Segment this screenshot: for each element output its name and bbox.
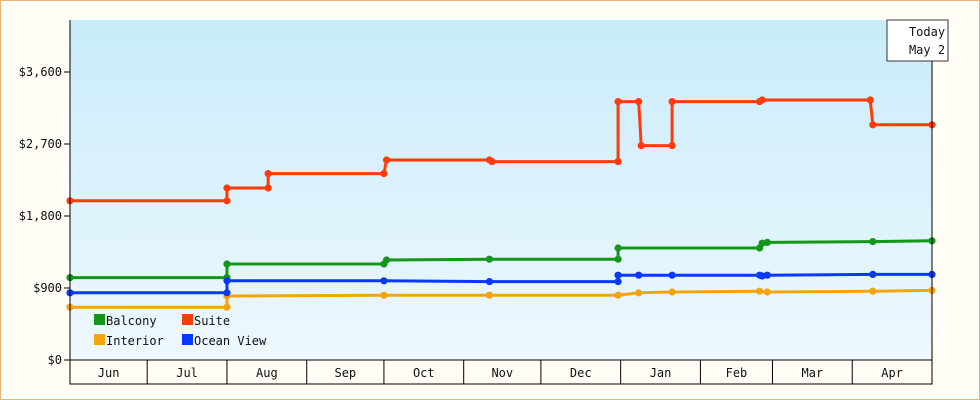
data-point-interior[interactable] <box>869 287 877 295</box>
month-label: Sep <box>334 366 356 380</box>
data-point-suite[interactable] <box>869 121 877 129</box>
legend-swatch-balcony <box>94 314 105 325</box>
data-point-ocean-view[interactable] <box>763 271 771 279</box>
data-point-ocean-view[interactable] <box>380 277 388 285</box>
legend-label-interior: Interior <box>106 334 164 348</box>
axis-layer: $0 $900 $1,800 $2,700 $3,600 Jun Jul Aug Sep Oct N… <box>19 20 933 385</box>
data-point-ocean-view[interactable] <box>485 278 494 286</box>
month-label: Nov <box>491 366 513 380</box>
data-point-ocean-view[interactable] <box>668 271 676 279</box>
data-point-interior[interactable] <box>668 288 676 296</box>
month-label: Jun <box>98 366 120 380</box>
series-layer <box>66 96 936 311</box>
y-tick-label: $1,800 <box>19 209 62 223</box>
data-point-suite[interactable] <box>488 158 496 166</box>
data-point-suite[interactable] <box>614 98 622 106</box>
data-point-interior[interactable] <box>485 291 494 299</box>
data-point-interior[interactable] <box>763 288 771 296</box>
data-point-ocean-view[interactable] <box>614 278 622 286</box>
data-point-balcony[interactable] <box>869 238 877 246</box>
data-point-interior[interactable] <box>614 291 622 299</box>
data-point-balcony[interactable] <box>763 238 771 246</box>
data-point-ocean-view[interactable] <box>635 271 643 279</box>
today-label: Today <box>909 25 945 39</box>
data-point-ocean-view[interactable] <box>869 270 877 278</box>
data-point-balcony[interactable] <box>485 255 494 263</box>
y-tick-label: $0 <box>48 353 62 367</box>
month-label: Oct <box>413 366 435 380</box>
data-point-suite[interactable] <box>380 170 388 178</box>
y-tick-label: $2,700 <box>19 137 62 151</box>
month-axis-box <box>69 359 933 385</box>
legend-swatch-interior <box>94 334 105 345</box>
data-point-ocean-view[interactable] <box>223 277 231 285</box>
data-point-suite[interactable] <box>668 142 676 150</box>
month-label: Dec <box>570 366 592 380</box>
data-point-suite[interactable] <box>382 156 391 164</box>
today-box: Today May 2 <box>886 19 949 62</box>
data-point-suite[interactable] <box>635 98 643 106</box>
legend: Balcony Suite Interior Ocean View <box>94 314 267 348</box>
data-point-ocean-view[interactable] <box>223 289 231 297</box>
y-tick-label: $900 <box>33 281 62 295</box>
y-tick-label: $3,600 <box>19 65 62 79</box>
data-point-suite[interactable] <box>668 98 676 106</box>
legend-swatch-suite <box>182 314 193 325</box>
legend-label-suite: Suite <box>194 314 230 328</box>
data-point-balcony[interactable] <box>382 256 391 264</box>
month-label: Feb <box>726 366 748 380</box>
legend-label-ocean-view: Ocean View <box>194 334 267 348</box>
data-point-suite[interactable] <box>614 158 622 166</box>
month-label: Aug <box>256 366 278 380</box>
data-point-balcony[interactable] <box>614 255 622 263</box>
data-point-suite[interactable] <box>223 197 231 205</box>
legend-label-balcony: Balcony <box>106 314 157 328</box>
data-point-interior[interactable] <box>223 303 231 311</box>
data-point-interior[interactable] <box>635 289 643 297</box>
month-label: Mar <box>802 366 824 380</box>
data-point-interior[interactable] <box>380 291 388 299</box>
legend-swatch-ocean-view <box>182 334 193 345</box>
data-point-suite[interactable] <box>264 184 272 192</box>
data-point-suite[interactable] <box>866 96 874 104</box>
month-label: Apr <box>881 366 903 380</box>
data-point-suite[interactable] <box>758 96 766 104</box>
data-point-suite[interactable] <box>637 142 645 150</box>
data-point-suite[interactable] <box>223 184 231 192</box>
data-point-balcony[interactable] <box>614 244 622 252</box>
data-point-balcony[interactable] <box>223 260 231 268</box>
month-label: Jul <box>176 366 198 380</box>
data-point-suite[interactable] <box>264 170 272 178</box>
plot-area <box>70 20 932 360</box>
today-date: May 2 <box>909 43 945 57</box>
data-point-interior[interactable] <box>756 287 764 295</box>
data-point-ocean-view[interactable] <box>614 271 622 279</box>
month-label: Jan <box>650 366 672 380</box>
